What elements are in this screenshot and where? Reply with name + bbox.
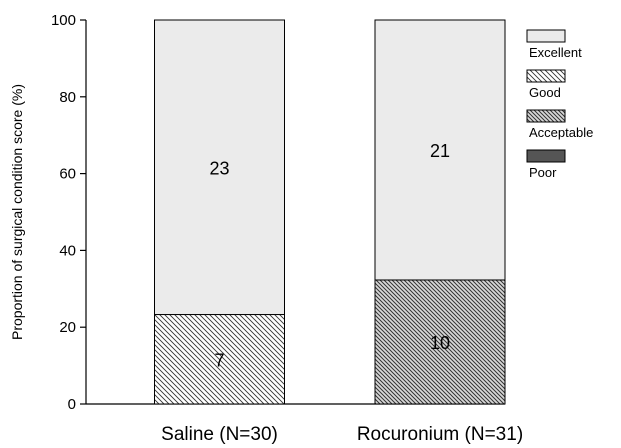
legend-swatch-good xyxy=(526,69,566,83)
y-tick-label: 80 xyxy=(59,89,76,106)
legend-swatch-acceptable xyxy=(526,109,566,123)
legend-label-acceptable: Acceptable xyxy=(529,125,593,140)
bar-segment-acceptable xyxy=(374,279,506,405)
bar-count-label: 7 xyxy=(214,350,224,370)
bar-count-label: 23 xyxy=(209,158,229,178)
bar-segment-excellent xyxy=(154,19,285,316)
legend-swatch-excellent xyxy=(526,29,566,43)
legend-swatch-poor xyxy=(526,149,566,163)
x-category-label: Rocuronium (N=31) xyxy=(357,424,523,445)
bar-count-labels: 7 23 10 21 xyxy=(209,141,450,370)
bar-segment-excellent xyxy=(374,19,506,281)
y-tick-label: 40 xyxy=(59,242,76,259)
y-tick-label: 0 xyxy=(68,396,76,413)
legend-label-good: Good xyxy=(529,85,561,100)
y-tick-label: 100 xyxy=(51,12,76,29)
bars xyxy=(154,19,506,405)
bar-count-label: 10 xyxy=(430,333,450,353)
y-tick-label: 60 xyxy=(59,166,76,183)
x-category-label: Saline (N=30) xyxy=(161,424,278,445)
y-axis-label: Proportion of surgical condition score (… xyxy=(9,84,25,340)
y-tick-label: 20 xyxy=(59,319,76,336)
bar-count-label: 21 xyxy=(430,141,450,161)
legend: Excellent Good Acceptable Poor xyxy=(526,29,593,180)
x-category-labels: Saline (N=30) Rocuronium (N=31) xyxy=(161,424,523,445)
bar-segment-good xyxy=(154,314,285,405)
legend-label-poor: Poor xyxy=(529,165,557,180)
legend-label-excellent: Excellent xyxy=(529,45,582,60)
